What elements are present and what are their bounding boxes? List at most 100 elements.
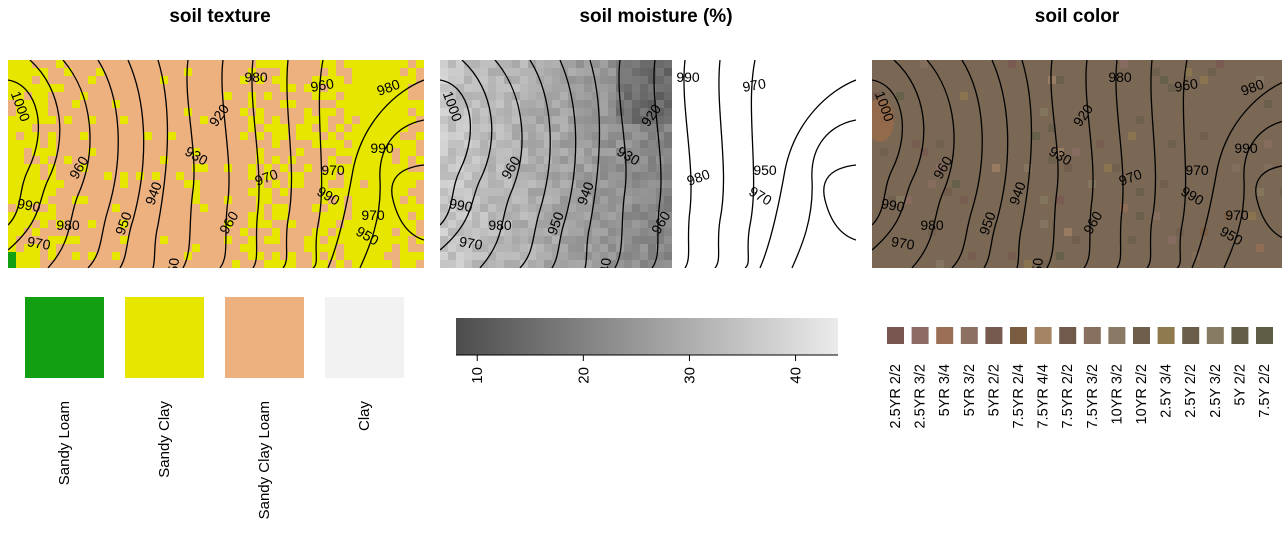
moisture-cell — [528, 140, 536, 148]
texture-cell — [248, 244, 256, 252]
legend-label: Sandy Loam — [56, 401, 73, 485]
moisture-cell — [440, 252, 448, 260]
contour-label: 980 — [375, 76, 403, 99]
texture-cell — [352, 172, 360, 180]
moisture-cell — [640, 228, 648, 236]
texture-cell — [16, 108, 24, 116]
moisture-cell — [584, 92, 592, 100]
texture-cell — [24, 164, 32, 172]
moisture-cell — [560, 244, 568, 252]
texture-cell — [8, 84, 16, 92]
moisture-cell — [608, 156, 616, 164]
contour-label: 960 — [1173, 75, 1199, 95]
moisture-cell — [616, 148, 624, 156]
color-cell — [1184, 68, 1192, 76]
color-swatch-label: 5YR 3/2 — [962, 364, 978, 416]
moisture-cell — [504, 92, 512, 100]
moisture-cell — [464, 196, 472, 204]
moisture-cell — [616, 140, 624, 148]
moisture-cell — [632, 108, 640, 116]
moisture-cell — [592, 212, 600, 220]
moisture-cell — [464, 68, 472, 76]
moisture-cell — [472, 220, 480, 228]
texture-cell — [288, 156, 296, 164]
texture-cell — [16, 180, 24, 188]
color-cell — [888, 196, 896, 204]
contour-label: 950 — [1028, 257, 1046, 282]
moisture-cell — [520, 68, 528, 76]
texture-cell — [408, 100, 416, 108]
moisture-cell — [568, 164, 576, 172]
moisture-cell — [600, 140, 608, 148]
moisture-cell — [504, 188, 512, 196]
texture-cell — [24, 188, 32, 196]
moisture-cell — [456, 148, 464, 156]
texture-cell — [336, 164, 344, 172]
moisture-cell — [664, 252, 672, 260]
moisture-cell — [576, 228, 584, 236]
moisture-cell — [560, 156, 568, 164]
color-cell — [912, 140, 920, 148]
moisture-cell — [600, 116, 608, 124]
moisture-cell — [664, 228, 672, 236]
moisture-cell — [592, 116, 600, 124]
moisture-cell — [664, 180, 672, 188]
texture-cell — [40, 180, 48, 188]
texture-cell — [376, 68, 384, 76]
contour-label: 980 — [488, 217, 512, 233]
moisture-cell — [664, 188, 672, 196]
texture-cell — [400, 108, 408, 116]
moisture-cell — [472, 260, 480, 268]
contour-label: 940 — [574, 179, 597, 207]
color-swatch-label: 7.5YR 3/2 — [1085, 364, 1101, 429]
moisture-cell — [488, 252, 496, 260]
color-swatch-label: 2.5YR 3/2 — [913, 364, 929, 429]
moisture-cell — [576, 140, 584, 148]
color-cell — [1056, 196, 1064, 204]
moisture-cell — [584, 260, 592, 268]
texture-cell — [408, 140, 416, 148]
moisture-cell — [600, 156, 608, 164]
moisture-cell — [448, 260, 456, 268]
moisture-cell — [544, 188, 552, 196]
texture-cell — [16, 116, 24, 124]
texture-cell — [264, 172, 272, 180]
contour-line — [440, 60, 493, 251]
texture-cell — [392, 196, 400, 204]
texture-cell — [16, 252, 24, 260]
moisture-cell — [480, 252, 488, 260]
moisture-cell — [576, 236, 584, 244]
moisture-cell — [600, 148, 608, 156]
color-cell — [1008, 252, 1016, 260]
moisture-cell — [600, 124, 608, 132]
moisture-cell — [664, 156, 672, 164]
texture-cell — [48, 140, 56, 148]
moisture-cell — [560, 92, 568, 100]
texture-cell — [32, 116, 40, 124]
color-cell — [1048, 124, 1056, 132]
moisture-cell — [480, 60, 488, 68]
moisture-cell — [544, 204, 552, 212]
texture-cell — [360, 148, 368, 156]
texture-cell — [360, 84, 368, 92]
moisture-cell — [504, 84, 512, 92]
texture-cell — [264, 124, 272, 132]
texture-cell — [336, 100, 344, 108]
texture-cell — [384, 68, 392, 76]
texture-cell — [360, 116, 368, 124]
moisture-cell — [528, 132, 536, 140]
moisture-cell — [592, 92, 600, 100]
moisture-cell — [632, 76, 640, 84]
moisture-cell — [624, 84, 632, 92]
color-cell — [1128, 236, 1136, 244]
texture-cell — [304, 236, 312, 244]
moisture-cell — [608, 220, 616, 228]
texture-cell — [328, 244, 336, 252]
moisture-cell — [456, 220, 464, 228]
moisture-cell — [616, 164, 624, 172]
moisture-cell — [520, 252, 528, 260]
texture-cell — [392, 180, 400, 188]
texture-cell — [32, 148, 40, 156]
texture-cell — [32, 164, 40, 172]
moisture-cell — [480, 116, 488, 124]
